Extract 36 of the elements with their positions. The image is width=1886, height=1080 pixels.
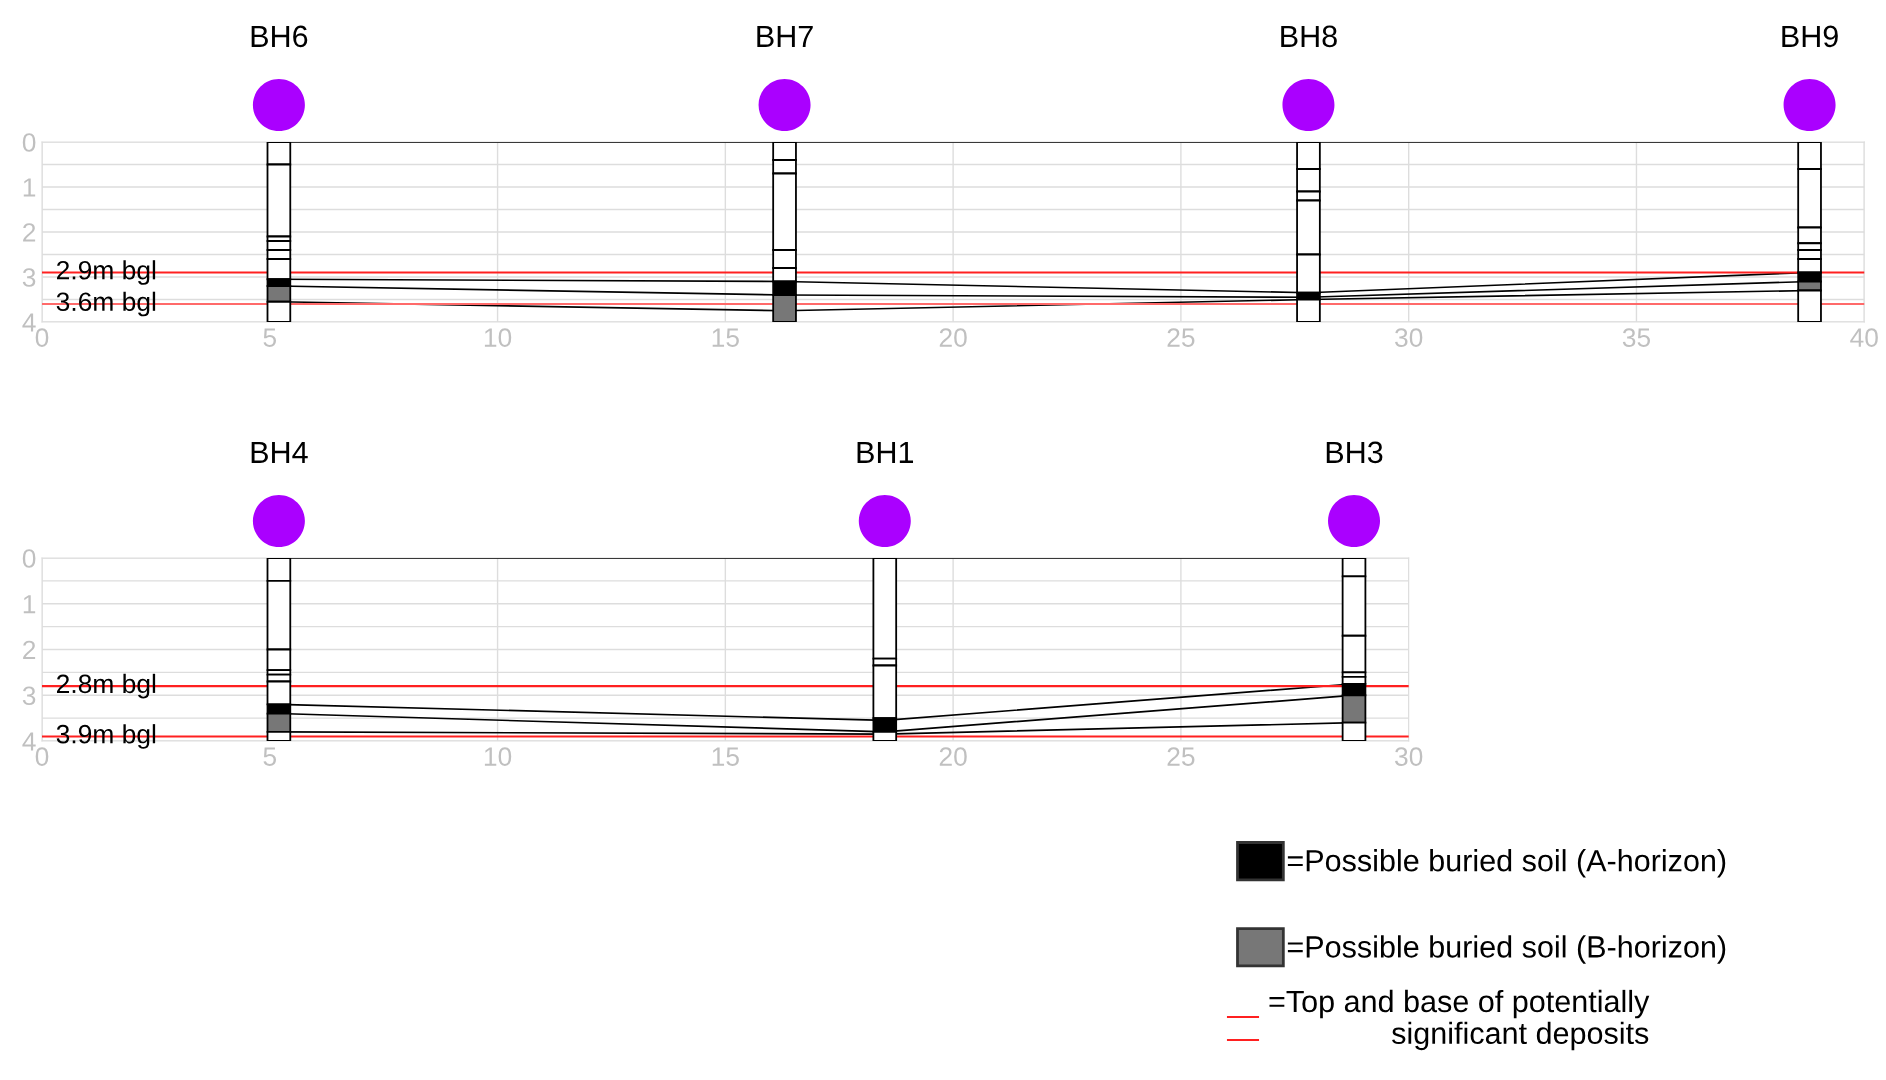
- x-tick-label: 30: [1395, 747, 1423, 766]
- y-tick-label: 4: [22, 732, 36, 751]
- text: BH4: [251, 441, 308, 463]
- text: BH8: [1281, 25, 1337, 48]
- y-tick-label: 3: [22, 686, 36, 706]
- text: BH1: [857, 441, 914, 463]
- x-tick-label: 25: [1167, 747, 1195, 766]
- x-tick-label: 40: [1850, 328, 1878, 347]
- legend-label: =Possible buried soil (A-horizon): [1287, 849, 1726, 878]
- y-tick-label: 0: [22, 549, 36, 568]
- y-tick-label: 2: [23, 223, 36, 242]
- x-tick-label: 25: [1167, 328, 1195, 347]
- text: BH7: [757, 25, 813, 47]
- x-tick-label: 10: [484, 328, 512, 347]
- y-tick-label: 4: [22, 313, 36, 332]
- y-tick-label: 0: [22, 133, 36, 152]
- y-tick-label: 3: [22, 268, 36, 287]
- x-tick-label: 35: [1622, 328, 1651, 347]
- x-tick-label: 10: [484, 747, 512, 766]
- x-tick-label: 0: [35, 328, 49, 347]
- text: BH9: [1782, 25, 1838, 48]
- x-tick-label: 5: [263, 328, 277, 347]
- x-tick-label: 0: [35, 747, 49, 766]
- y-tick-label: 1: [23, 178, 36, 197]
- x-tick-label: 20: [939, 328, 967, 347]
- y-tick-label: 1: [23, 595, 36, 614]
- x-tick-label: 15: [712, 747, 739, 766]
- x-tick-label: 20: [939, 747, 967, 766]
- legend-label: =Possible buried soil (B-horizon): [1287, 935, 1726, 964]
- text: =Top and base of potentially significant deposits: [1269, 989, 1650, 1051]
- text: BH6: [251, 25, 308, 48]
- x-tick-label: 15: [712, 328, 739, 347]
- text: BH3: [1326, 441, 1383, 464]
- y-tick-label: 2: [23, 640, 36, 660]
- x-tick-label: 30: [1395, 328, 1423, 347]
- x-tick-label: 5: [263, 747, 277, 766]
